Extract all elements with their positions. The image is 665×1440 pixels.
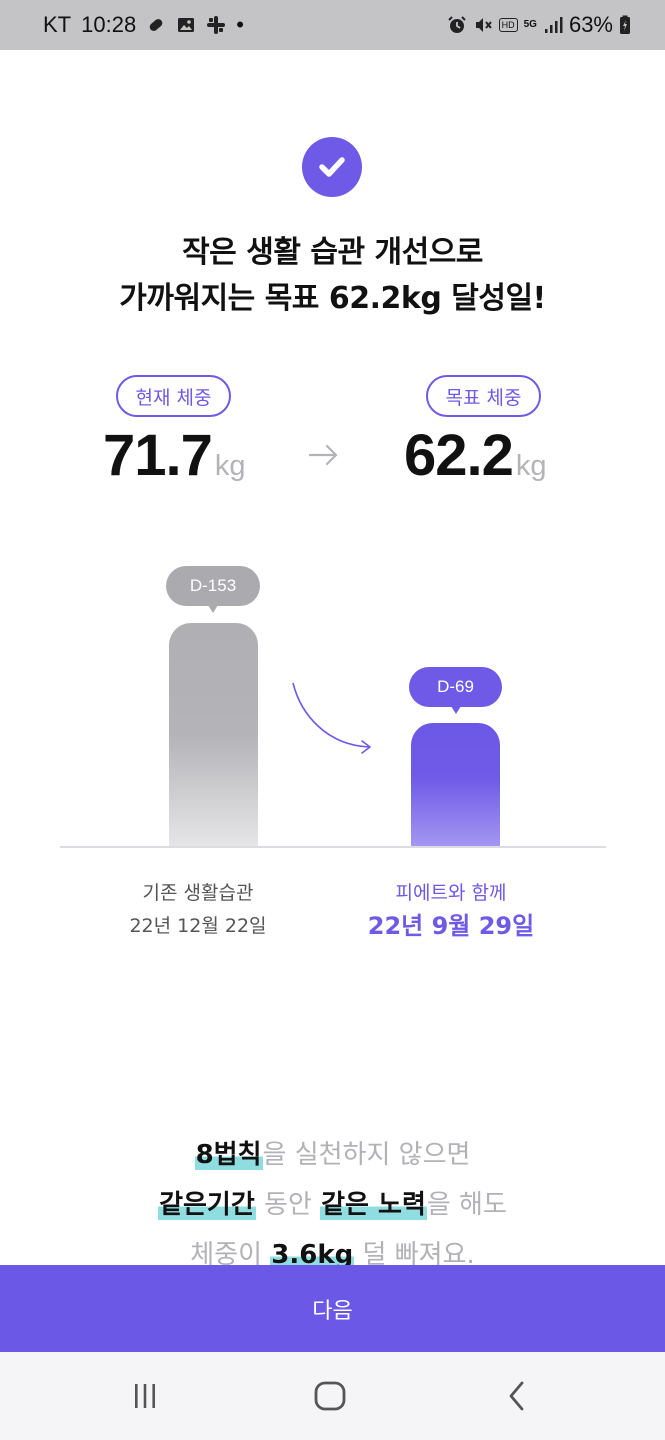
mute-icon bbox=[473, 15, 493, 35]
image-icon bbox=[176, 15, 196, 35]
current-weight-unit: kg bbox=[214, 450, 246, 482]
arrow-right-icon bbox=[308, 443, 340, 471]
explanation-line-1-rest: 을 실천하지 않으면 bbox=[262, 1140, 471, 1170]
next-button[interactable]: 다음 bbox=[0, 1265, 665, 1352]
notification-dot: • bbox=[236, 12, 244, 37]
signal-icon bbox=[543, 16, 563, 34]
chart-baseline bbox=[60, 846, 606, 848]
after-duration-bar bbox=[411, 723, 500, 847]
bandage-icon bbox=[146, 15, 166, 35]
before-date: 22년 12월 22일 bbox=[129, 915, 267, 937]
target-weight-label: 목표 체중 bbox=[426, 375, 541, 417]
clock: 10:28 bbox=[81, 12, 137, 37]
status-right: HD 5G 63% bbox=[447, 12, 631, 38]
headline-line-2: 가까워지는 목표 62.2kg 달성일! bbox=[119, 281, 546, 316]
current-weight-value: 71.7 kg bbox=[103, 422, 246, 489]
battery-icon bbox=[619, 15, 631, 35]
before-days-badge: D-153 bbox=[166, 566, 260, 613]
current-weight-label: 현재 체중 bbox=[116, 375, 231, 417]
hd-icon: HD bbox=[498, 18, 518, 32]
before-label: 기존 생활습관 22년 12월 22일 bbox=[78, 878, 318, 944]
highlight-same-period: 같은기간 bbox=[158, 1190, 256, 1220]
status-left: KT 10:28 • bbox=[43, 12, 244, 38]
check-circle-icon bbox=[302, 137, 362, 197]
highlight-8-rules: 8법칙 bbox=[194, 1140, 263, 1170]
current-weight-number: 71.7 bbox=[103, 423, 213, 488]
curved-arrow-icon bbox=[285, 675, 380, 764]
status-bar: KT 10:28 • HD 5G 63% bbox=[0, 0, 665, 50]
navigation-bar bbox=[0, 1352, 665, 1440]
target-weight-value: 62.2 kg bbox=[404, 422, 547, 489]
explanation-line-1: 8법칙을 실천하지 않으면 bbox=[0, 1130, 665, 1180]
target-weight-unit: kg bbox=[515, 450, 547, 482]
headline-line-1: 작은 생활 습관 개선으로 bbox=[182, 235, 483, 270]
highlight-same-effort: 같은 노력 bbox=[320, 1190, 427, 1220]
target-weight-number: 62.2 bbox=[404, 423, 514, 488]
after-label: 피에트와 함께 22년 9월 29일 bbox=[331, 878, 571, 944]
back-icon[interactable] bbox=[497, 1378, 537, 1414]
after-date: 22년 9월 29일 bbox=[367, 912, 535, 940]
before-habit-label: 기존 생활습관 bbox=[142, 882, 254, 904]
battery-percent: 63% bbox=[568, 12, 613, 37]
5g-icon: 5G bbox=[523, 19, 537, 30]
recents-icon[interactable] bbox=[125, 1378, 165, 1414]
explanation-line-2-rest: 을 해도 bbox=[426, 1190, 507, 1220]
slack-icon bbox=[206, 15, 226, 35]
before-duration-bar bbox=[169, 623, 258, 847]
alarm-icon bbox=[447, 15, 467, 35]
explanation-line-2: 같은기간 동안 같은 노력을 해도 bbox=[0, 1180, 665, 1230]
carrier-label: KT bbox=[43, 12, 72, 37]
after-days-badge: D-69 bbox=[409, 667, 502, 714]
explanation-text: 8법칙을 실천하지 않으면 같은기간 동안 같은 노력을 해도 체중이 3.6k… bbox=[0, 1130, 665, 1280]
page-title: 작은 생활 습관 개선으로 가까워지는 목표 62.2kg 달성일! bbox=[0, 230, 665, 322]
after-habit-label: 피에트와 함께 bbox=[395, 882, 507, 904]
home-icon[interactable] bbox=[310, 1378, 350, 1414]
explanation-line-2-mid: 동안 bbox=[255, 1190, 321, 1220]
